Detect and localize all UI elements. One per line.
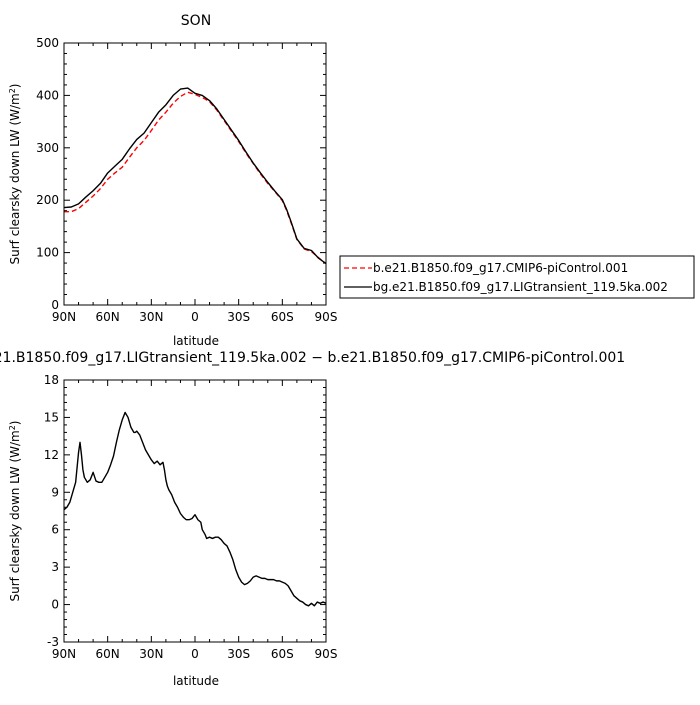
panel-bottom-x-tick-label: 60N: [96, 647, 120, 661]
panel-top-y-tick-label: 500: [36, 36, 59, 50]
panel-bottom-series-layer: [64, 411, 326, 607]
panel-top-y-axis-label: Surf clearsky down LW (W/m2): [8, 83, 23, 264]
panel-bottom-x-tick-label: 90N: [52, 647, 76, 661]
panel-top-x-tick-labels: 90N 60N 30N 0 30S 60S 90S: [52, 310, 338, 324]
panel-bottom-y-tick-labels: -3 0 3 6 9 12 15 18: [44, 373, 59, 649]
panel-top-x-tick-label: 0: [191, 310, 199, 324]
panel-top-ticks: [63, 42, 327, 306]
panel-bottom-y-axis-label-end: ): [8, 420, 22, 425]
panel-bottom-y-axis-label: Surf clearsky down LW (W/m2): [8, 420, 23, 601]
panel-bottom-x-tick-label: 30S: [227, 647, 250, 661]
panel-top-x-tick-label: 60N: [96, 310, 120, 324]
panel-top-y-axis-label-main: Surf clearsky down LW (W/m: [8, 93, 22, 264]
panel-bottom-y-tick-label: 18: [44, 373, 59, 387]
panel-top-series-line-1: [64, 87, 326, 265]
panel-bottom-x-tick-labels: 90N 60N 30N 0 30S 60S 90S: [52, 647, 338, 661]
panel-top-y-tick-label: 0: [51, 298, 59, 312]
panel-bottom-x-tick-label: 30N: [139, 647, 163, 661]
panel-top-y-tick-label: 400: [36, 88, 59, 102]
panel-top-title: SON: [181, 13, 211, 29]
panel-bottom-y-tick-label: 15: [44, 410, 59, 424]
panel-bottom-title: bg.e21.B1850.f09_g17.LIGtransient_119.5k…: [0, 350, 625, 366]
panel-top-y-tick-label: 100: [36, 246, 59, 260]
panel-top-y-axis-label-end: ): [8, 83, 22, 88]
panel-bottom-y-axis-label-main: Surf clearsky down LW (W/m: [8, 430, 22, 601]
panel-bottom-y-axis-label-sup: 2: [8, 425, 17, 430]
panel-bottom-y-tick-label: -3: [47, 635, 59, 649]
panel-bottom-x-tick-label: 0: [191, 647, 199, 661]
panel-bottom-y-tick-label: 6: [51, 523, 59, 537]
legend-label-control: b.e21.B1850.f09_g17.CMIP6-piControl.001: [373, 261, 628, 275]
panel-bottom-x-axis-label: latitude: [173, 674, 219, 688]
panel-top-y-axis-label-sup: 2: [8, 88, 17, 93]
panel-bottom-chart: bg.e21.B1850.f09_g17.LIGtransient_119.5k…: [0, 350, 625, 688]
panel-top-x-tick-label: 60S: [271, 310, 294, 324]
panel-bottom-y-tick-label: 12: [44, 448, 59, 462]
panel-top-x-tick-label: 30N: [139, 310, 163, 324]
legend: b.e21.B1850.f09_g17.CMIP6-piControl.001 …: [339, 255, 695, 299]
panel-top-chart: SON 90N 60N 30N 0 30S 60S 90S 0 100 200 300 400 500…: [8, 13, 338, 348]
panel-bottom-ticks: [63, 379, 327, 643]
panel-top-x-tick-label: 90S: [315, 310, 338, 324]
panel-top-series-layer: [64, 87, 326, 265]
panel-bottom-y-tick-label: 3: [51, 560, 59, 574]
panel-top-x-tick-label: 30S: [227, 310, 250, 324]
panel-top-x-axis-label: latitude: [173, 334, 219, 348]
legend-label-ligtransient: bg.e21.B1850.f09_g17.LIGtransient_119.5k…: [373, 280, 668, 294]
panel-top-y-tick-label: 200: [36, 193, 59, 207]
panel-top-y-tick-label: 300: [36, 141, 59, 155]
panel-bottom-x-tick-label: 60S: [271, 647, 294, 661]
panel-bottom-series-line-0: [64, 411, 326, 607]
panel-bottom-y-tick-label: 0: [51, 598, 59, 612]
panel-bottom-y-tick-label: 9: [51, 485, 59, 499]
panel-top-y-tick-labels: 0 100 200 300 400 500: [36, 36, 59, 312]
panel-bottom-x-tick-label: 90S: [315, 647, 338, 661]
panel-top-x-tick-label: 90N: [52, 310, 76, 324]
legend-box: [339, 255, 695, 299]
